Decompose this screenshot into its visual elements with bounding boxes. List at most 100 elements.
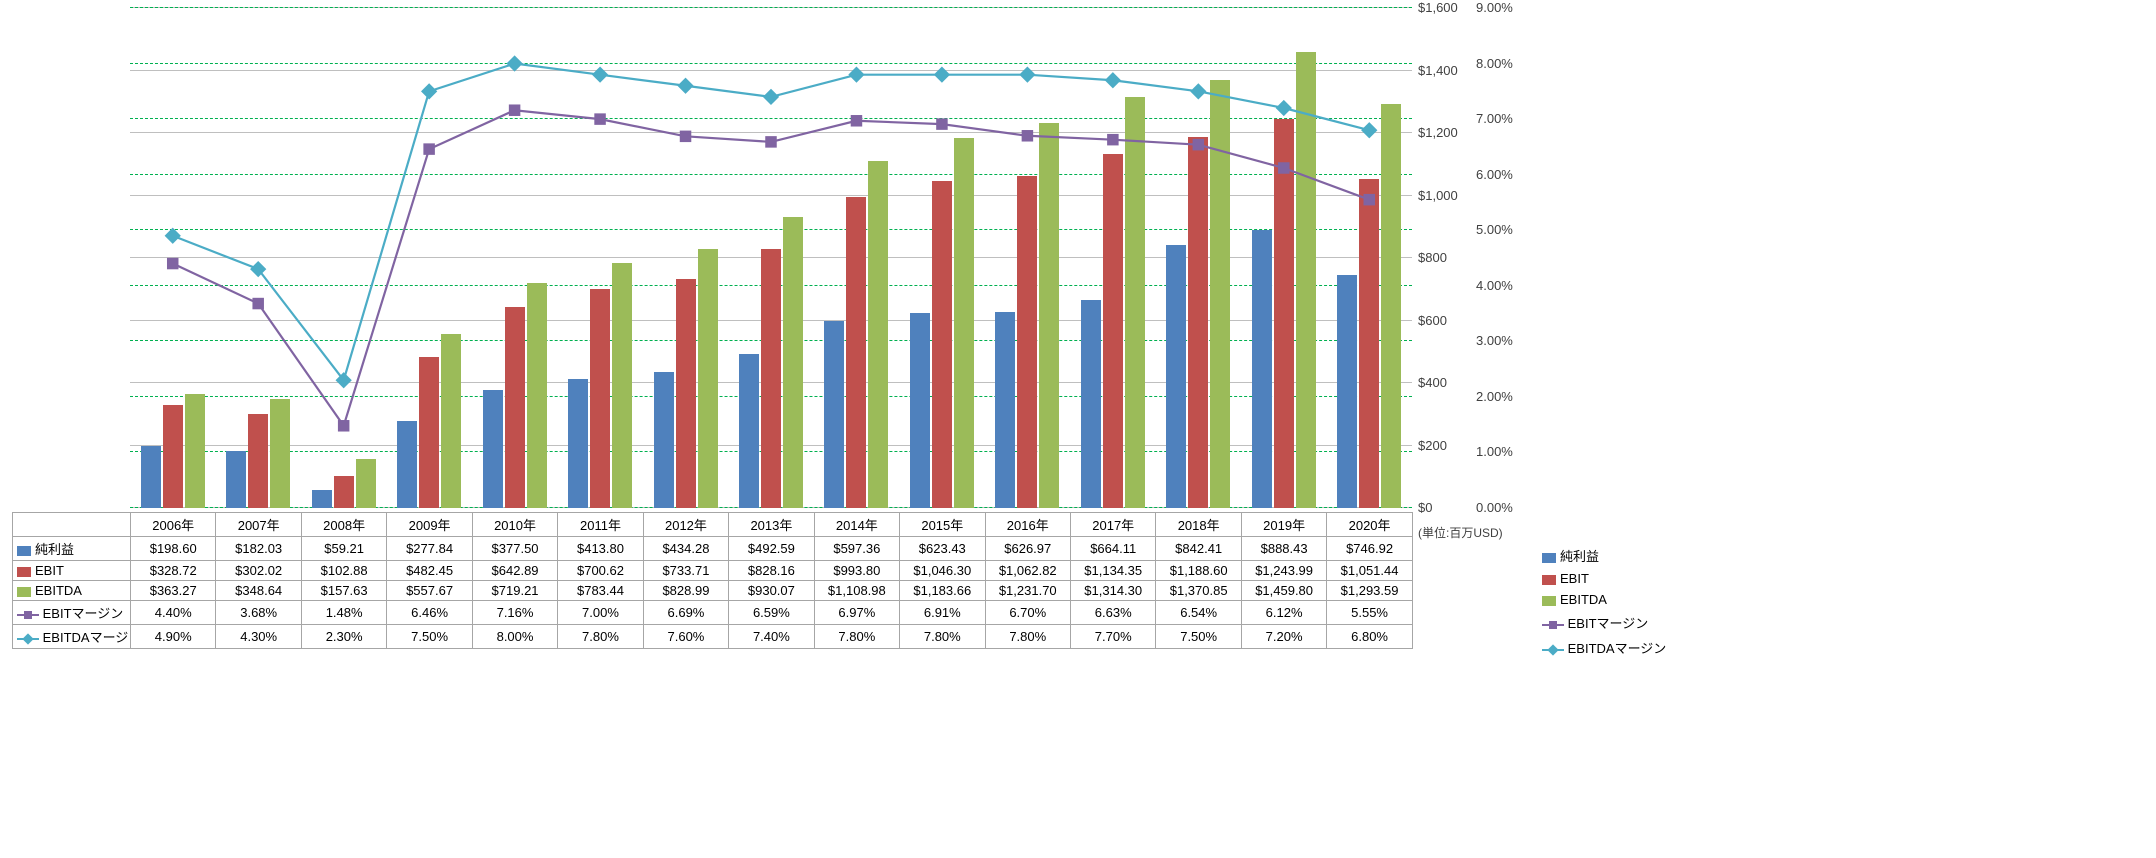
table-cell: $348.64 [216, 581, 301, 601]
table-cell: $1,370.85 [1156, 581, 1241, 601]
table-col-header: 2014年 [814, 513, 899, 537]
axis-unit-label: (単位:百万USD) [1418, 524, 1503, 541]
table-row: EBITDAマージン4.90%4.30%2.30%7.50%8.00%7.80%… [13, 625, 1413, 649]
table-cell: 7.40% [729, 625, 814, 649]
table-cell: $302.02 [216, 561, 301, 581]
marker-ebit_margin [1108, 135, 1118, 145]
y-axis-right-tick: 4.00% [1476, 278, 1513, 293]
y-axis-right-tick: 2.00% [1476, 389, 1513, 404]
marker-ebit_margin [1022, 131, 1032, 141]
marker-ebit_margin [339, 421, 349, 431]
marker-ebit_margin [766, 137, 776, 147]
table-cell: 6.80% [1327, 625, 1412, 649]
table-cell: $1,183.66 [900, 581, 985, 601]
y-axis-right-tick: 1.00% [1476, 444, 1513, 459]
table-corner [13, 513, 131, 537]
marker-ebit_margin [168, 259, 178, 269]
y-axis-left-tick: $1,600 [1418, 0, 1458, 15]
y-axis-right-tick: 8.00% [1476, 56, 1513, 71]
table-row: EBITDA$363.27$348.64$157.63$557.67$719.2… [13, 581, 1413, 601]
table-row: EBIT$328.72$302.02$102.88$482.45$642.89$… [13, 561, 1413, 581]
legend-item: 純利益 [1542, 546, 1666, 565]
marker-ebit_margin [595, 114, 605, 124]
marker-ebitda_margin [935, 68, 949, 82]
line-ebitda_margin [173, 64, 1370, 381]
table-cell: $783.44 [558, 581, 643, 601]
marker-ebit_margin [424, 144, 434, 154]
marker-ebit_margin [1279, 163, 1289, 173]
table-cell: 6.70% [985, 601, 1070, 625]
marker-ebitda_margin [422, 84, 436, 98]
table-col-header: 2011年 [558, 513, 643, 537]
y-axis-right-tick: 0.00% [1476, 500, 1513, 515]
legend-item: EBITマージン [1542, 613, 1666, 632]
marker-ebit_margin [937, 119, 947, 129]
y-axis-left-tick: $200 [1418, 438, 1447, 453]
table-cell: $434.28 [643, 537, 728, 561]
table-cell: 6.63% [1070, 601, 1155, 625]
marker-ebit_margin [1364, 195, 1374, 205]
table-col-header: 2010年 [472, 513, 557, 537]
table-cell: $277.84 [387, 537, 472, 561]
table-cell: 6.12% [1241, 601, 1326, 625]
table-col-header: 2019年 [1241, 513, 1326, 537]
legend-item: EBITDAマージン [1542, 638, 1666, 657]
table-col-header: 2017年 [1070, 513, 1155, 537]
marker-ebitda_margin [593, 68, 607, 82]
table-cell: 7.50% [1156, 625, 1241, 649]
y-axis-right-tick: 3.00% [1476, 333, 1513, 348]
table-cell: $1,046.30 [900, 561, 985, 581]
line-overlay [130, 8, 1412, 508]
marker-ebitda_margin [1020, 68, 1034, 82]
table-col-header: 2013年 [729, 513, 814, 537]
table-cell: $664.11 [1070, 537, 1155, 561]
marker-ebit_margin [681, 131, 691, 141]
legend-item: EBITDA [1542, 592, 1666, 607]
table-cell: $377.50 [472, 537, 557, 561]
table-cell: $828.16 [729, 561, 814, 581]
table-cell: 1.48% [301, 601, 386, 625]
table-cell: $1,243.99 [1241, 561, 1326, 581]
table-cell: $492.59 [729, 537, 814, 561]
table-col-header: 2006年 [131, 513, 216, 537]
table-col-header: 2008年 [301, 513, 386, 537]
table-cell: $597.36 [814, 537, 899, 561]
y-axis-right-tick: 7.00% [1476, 111, 1513, 126]
table-cell: 8.00% [472, 625, 557, 649]
table-cell: $557.67 [387, 581, 472, 601]
table-cell: 7.20% [1241, 625, 1326, 649]
table-cell: 7.00% [558, 601, 643, 625]
marker-ebit_margin [851, 116, 861, 126]
table-cell: 7.50% [387, 625, 472, 649]
financial-combo-chart: $0$200$400$600$800$1,000$1,200$1,400$1,6… [0, 0, 2156, 858]
y-axis-right-tick: 9.00% [1476, 0, 1513, 15]
table-cell: $59.21 [301, 537, 386, 561]
table-row-header: EBITDAマージン [13, 625, 131, 649]
table-cell: 7.80% [900, 625, 985, 649]
table-cell: $1,293.59 [1327, 581, 1412, 601]
marker-ebit_margin [510, 105, 520, 115]
table-cell: $182.03 [216, 537, 301, 561]
table-cell: 6.59% [729, 601, 814, 625]
table-cell: $626.97 [985, 537, 1070, 561]
table-cell: $1,314.30 [1070, 581, 1155, 601]
table-row: EBITマージン4.40%3.68%1.48%6.46%7.16%7.00%6.… [13, 601, 1413, 625]
table-cell: $198.60 [131, 537, 216, 561]
table-cell: 7.80% [558, 625, 643, 649]
table-cell: 7.80% [985, 625, 1070, 649]
y-axis-right-tick: 5.00% [1476, 222, 1513, 237]
marker-ebitda_margin [764, 90, 778, 104]
table-cell: $930.07 [729, 581, 814, 601]
table-cell: $623.43 [900, 537, 985, 561]
table-cell: $700.62 [558, 561, 643, 581]
table-cell: $363.27 [131, 581, 216, 601]
table-col-header: 2020年 [1327, 513, 1412, 537]
table-col-header: 2007年 [216, 513, 301, 537]
table-cell: $413.80 [558, 537, 643, 561]
table-cell: $102.88 [301, 561, 386, 581]
table-cell: $1,231.70 [985, 581, 1070, 601]
table-col-header: 2018年 [1156, 513, 1241, 537]
y-axis-right-tick: 6.00% [1476, 167, 1513, 182]
table-cell: $1,459.80 [1241, 581, 1326, 601]
table-cell: $328.72 [131, 561, 216, 581]
